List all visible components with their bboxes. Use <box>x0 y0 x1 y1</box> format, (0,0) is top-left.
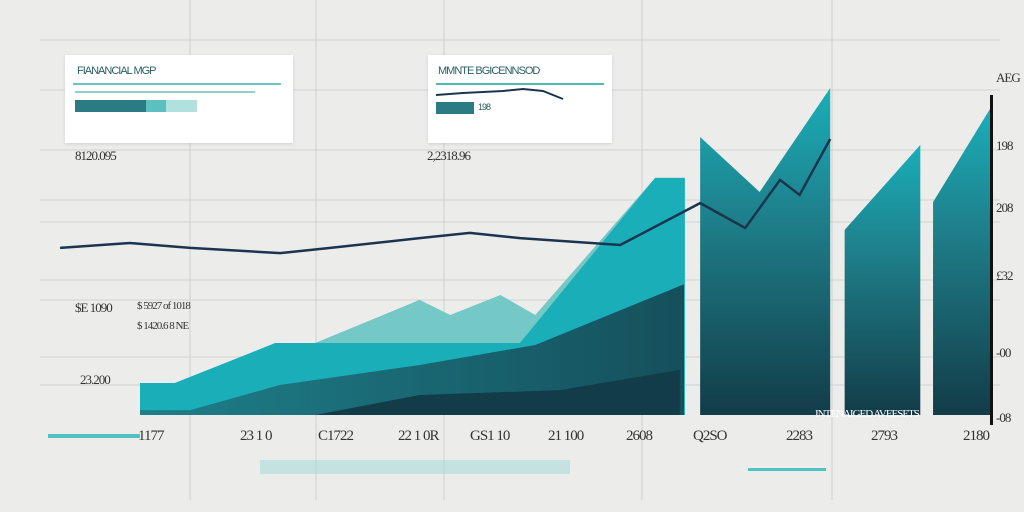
x-tick-label: 1177 <box>138 428 164 444</box>
badge: 198 <box>478 102 491 112</box>
line-series <box>60 138 832 255</box>
x-tick-label: 2283 <box>786 428 813 444</box>
card-trend: MMNTE BGICENNSOD 198 <box>428 55 612 143</box>
y-tick-label: 198 <box>996 138 1013 153</box>
progress-bar <box>75 100 197 112</box>
sparkline <box>435 87 564 100</box>
x-tick-label: 2793 <box>871 428 898 444</box>
x-tick-label: GS1 10 <box>470 428 510 444</box>
annotation: $ 1420.6 8 NE <box>137 320 189 332</box>
legend-label: INTENAIGED AVEESETS <box>815 408 920 420</box>
card-title: FIANANCIAL MGP <box>77 65 156 77</box>
annotation: 8120.095 <box>75 148 117 163</box>
annotation: $E 1090 <box>75 300 113 315</box>
x-tick-label: 23 1 0 <box>240 428 272 444</box>
card-summary: FIANANCIAL MGP <box>65 55 293 143</box>
y-tick-label: 208 <box>996 200 1013 215</box>
accent-bar <box>748 468 826 471</box>
annotation: $ 5927 of 1018 <box>137 300 191 312</box>
x-tick-label: Q2SO <box>693 428 728 444</box>
y-tick-label: £32 <box>996 268 1013 283</box>
annotation: 23.200 <box>80 372 111 387</box>
annotation: 2,2318.96 <box>427 148 471 163</box>
trend-line <box>60 138 832 255</box>
x-tick-label: 22 1 0R <box>398 428 440 444</box>
x-tick-label: 2180 <box>963 428 990 444</box>
areas <box>140 88 990 415</box>
scroll-track[interactable] <box>260 460 570 474</box>
x-tick-label: C1722 <box>318 428 354 444</box>
x-tick-label: 2608 <box>626 428 653 444</box>
area-mid <box>140 284 684 415</box>
y-tick-label: AEG <box>996 70 1021 85</box>
area-block2 <box>844 144 921 415</box>
y-tick-label: -08 <box>996 410 1011 425</box>
area-block1 <box>700 88 831 415</box>
accent-bar <box>48 434 140 438</box>
x-tick-label: 21 100 <box>548 428 584 444</box>
area-dark <box>315 369 680 415</box>
card-title: MMNTE BGICENNSOD <box>438 65 540 77</box>
y-tick-label: -00 <box>996 345 1011 360</box>
area-block3 <box>933 108 990 415</box>
right-axis <box>990 95 993 425</box>
